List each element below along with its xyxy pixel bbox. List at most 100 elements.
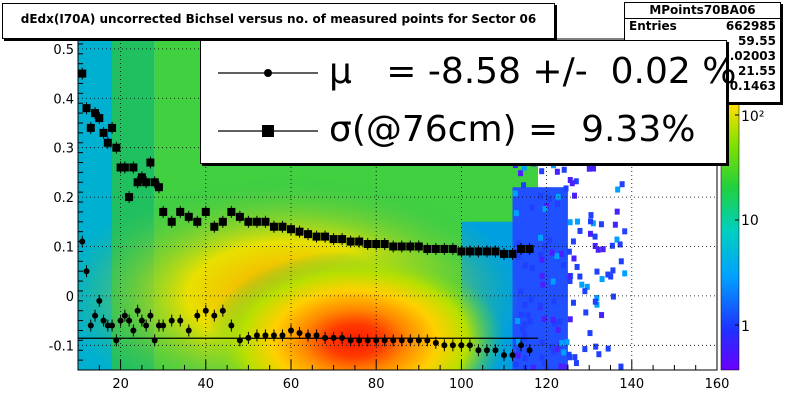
square-marker bbox=[278, 222, 287, 231]
density-cell bbox=[569, 180, 575, 187]
stats-row: 0.02003 bbox=[625, 49, 780, 64]
y-axis: -0.1 0 0.1 0.2 0.3 0.4 0.5 bbox=[49, 43, 83, 371]
square-marker bbox=[116, 163, 125, 172]
density-cell bbox=[551, 298, 557, 305]
density-cell bbox=[539, 256, 545, 263]
square-marker bbox=[431, 244, 440, 253]
stats-title: MPoints70BA06 bbox=[625, 3, 780, 19]
square-marker bbox=[227, 207, 236, 216]
square-marker bbox=[218, 217, 227, 226]
square-marker bbox=[346, 237, 355, 246]
circle-marker bbox=[147, 312, 154, 319]
density-cell bbox=[567, 316, 573, 323]
z-tick-label: 1 bbox=[741, 319, 750, 335]
square-marker bbox=[261, 217, 270, 226]
circle-marker bbox=[202, 307, 209, 314]
circle-marker bbox=[109, 322, 116, 329]
circle-marker bbox=[373, 337, 380, 344]
density-cell bbox=[515, 240, 521, 247]
z-tick-label: 10 bbox=[741, 213, 759, 229]
density-cell bbox=[537, 192, 543, 199]
square-marker bbox=[184, 212, 193, 221]
square-marker bbox=[338, 235, 347, 244]
density-cell bbox=[614, 236, 620, 243]
density-cell bbox=[558, 250, 564, 257]
density-cell bbox=[522, 301, 528, 308]
x-tick-label: 160 bbox=[705, 377, 730, 392]
density-cell bbox=[542, 205, 548, 212]
density-cell bbox=[588, 218, 594, 225]
circle-marker bbox=[160, 322, 167, 329]
density-cell bbox=[571, 255, 577, 262]
circle-marker bbox=[130, 327, 137, 334]
density-cell bbox=[513, 210, 519, 217]
square-marker bbox=[193, 217, 202, 226]
circle-marker bbox=[100, 317, 107, 324]
density-cell bbox=[594, 268, 600, 275]
density-cell bbox=[522, 321, 528, 328]
x-axis: 20 40 60 80 100 120 140 160 bbox=[77, 360, 730, 392]
x-tick-label: 100 bbox=[449, 377, 474, 392]
circle-marker bbox=[168, 317, 175, 324]
density-cell bbox=[537, 234, 543, 241]
circle-marker bbox=[92, 312, 99, 319]
density-cell bbox=[592, 242, 598, 249]
density-cell bbox=[577, 273, 583, 280]
circle-marker bbox=[211, 312, 218, 319]
circle-marker bbox=[113, 337, 120, 344]
density-cell bbox=[525, 312, 531, 319]
density-cell bbox=[615, 186, 621, 193]
density-cell bbox=[551, 348, 557, 355]
circle-marker bbox=[432, 339, 439, 346]
square-marker bbox=[491, 247, 500, 256]
density-cell bbox=[609, 242, 615, 249]
square-marker bbox=[363, 240, 372, 249]
density-cell bbox=[520, 326, 526, 333]
density-cell bbox=[522, 355, 528, 362]
square-marker bbox=[244, 217, 253, 226]
circle-marker bbox=[390, 337, 397, 344]
circle-marker bbox=[279, 332, 286, 339]
z-tick-label: 10² bbox=[741, 109, 764, 125]
density-cell bbox=[567, 278, 573, 285]
density-cell bbox=[567, 176, 573, 183]
square-marker bbox=[355, 237, 364, 246]
square-marker bbox=[82, 104, 91, 113]
stats-row: 59.55 bbox=[625, 34, 780, 49]
circle-marker bbox=[288, 327, 294, 334]
circle-marker bbox=[449, 342, 456, 349]
density-cell bbox=[516, 348, 522, 355]
density-cell bbox=[548, 343, 554, 350]
circle-marker bbox=[228, 322, 235, 329]
circle-marker bbox=[270, 332, 277, 339]
square-marker bbox=[99, 128, 108, 137]
density-cell bbox=[574, 218, 580, 225]
density-cell bbox=[512, 190, 518, 197]
square-marker bbox=[525, 244, 534, 253]
density-cell bbox=[539, 339, 545, 346]
density-cell bbox=[557, 318, 563, 325]
square-marker bbox=[321, 232, 330, 241]
square-marker bbox=[414, 242, 423, 251]
square-marker bbox=[176, 207, 185, 216]
density-cell bbox=[554, 200, 560, 207]
density-cell bbox=[515, 352, 521, 359]
circle-marker bbox=[245, 334, 252, 341]
density-cell bbox=[591, 165, 597, 172]
square-marker bbox=[389, 242, 398, 251]
circle-marker bbox=[483, 347, 490, 354]
density-cell bbox=[554, 253, 560, 260]
density-cell bbox=[588, 212, 594, 219]
square-marker bbox=[406, 242, 415, 251]
square-marker bbox=[133, 178, 142, 187]
density-cell bbox=[605, 345, 611, 352]
circle-marker bbox=[398, 337, 405, 344]
density-cell bbox=[612, 221, 618, 228]
legend-circle-marker bbox=[218, 69, 318, 77]
density-cell bbox=[582, 346, 588, 353]
density-cell bbox=[584, 283, 590, 290]
circle-marker bbox=[126, 317, 133, 324]
stats-value: 59.55 bbox=[738, 34, 776, 48]
density-cell bbox=[554, 346, 560, 353]
